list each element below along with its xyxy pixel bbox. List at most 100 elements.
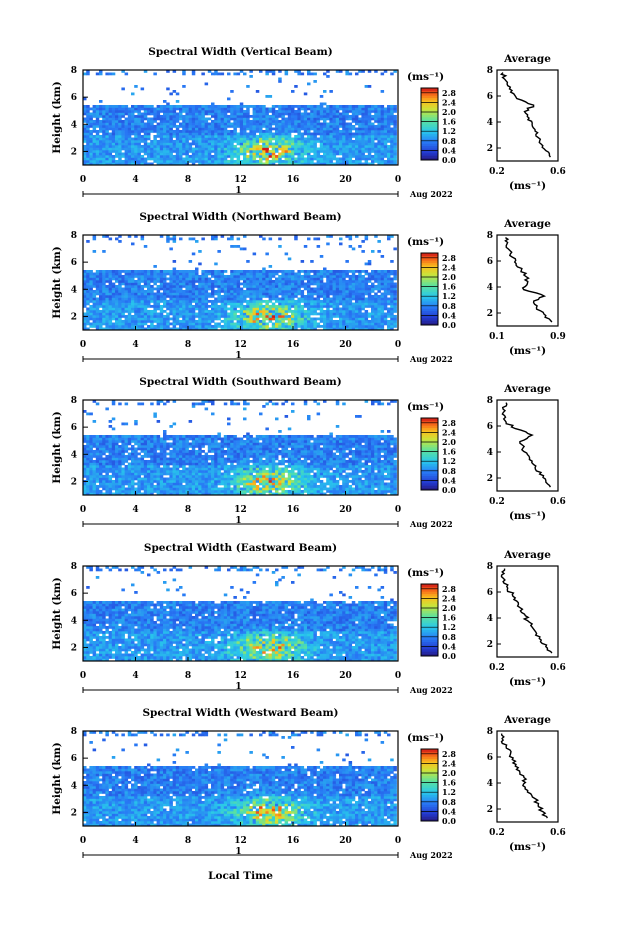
heatmap-cell: [349, 238, 353, 241]
heatmap-cell: [227, 303, 231, 306]
heatmap-cell: [195, 320, 199, 323]
heatmap-cell: [217, 490, 221, 493]
heatmap-cell: [166, 320, 170, 323]
heatmap-cell: [265, 140, 269, 143]
heatmap-cell: [163, 105, 167, 108]
heatmap-cell: [313, 270, 317, 273]
heatmap-cell: [233, 133, 237, 136]
heatmap-cell: [189, 313, 193, 316]
heatmap-cell: [195, 323, 199, 326]
heatmap-cell: [185, 318, 189, 321]
heatmap-cell: [310, 73, 314, 76]
heatmap-cell: [192, 143, 196, 146]
heatmap-cell: [393, 315, 397, 318]
heatmap-cell: [224, 120, 228, 123]
heatmap-cell: [355, 275, 359, 278]
heatmap-cell: [339, 145, 343, 148]
heatmap-cell: [208, 123, 212, 126]
heatmap-cell: [137, 315, 141, 318]
heatmap-cell: [358, 310, 362, 313]
heatmap-cell: [109, 315, 113, 318]
heatmap-cell: [137, 115, 141, 118]
heatmap-cell: [304, 245, 308, 248]
heatmap-cell: [361, 143, 365, 146]
heatmap-cell: [128, 323, 132, 326]
heatmap-cell: [381, 160, 385, 163]
heatmap-cell: [297, 110, 301, 113]
heatmap-cell: [374, 280, 378, 283]
heatmap-cell: [291, 295, 295, 298]
heatmap-cell: [217, 160, 221, 163]
heatmap-cell: [102, 160, 106, 163]
heatmap-cell: [208, 323, 212, 326]
heatmap-cell: [147, 310, 151, 313]
heatmap-cell: [217, 310, 221, 313]
heatmap-cell: [105, 135, 109, 138]
heatmap-cell: [249, 318, 253, 321]
heatmap-cell: [365, 128, 369, 131]
heatmap-cell: [237, 293, 241, 296]
heatmap-cell: [393, 143, 397, 146]
heatmap-cell: [377, 275, 381, 278]
heatmap-cell: [339, 135, 343, 138]
heatmap-cell: [93, 143, 97, 146]
heatmap-cell: [390, 318, 394, 321]
heatmap-cell: [336, 130, 340, 133]
heatmap-cell: [384, 120, 388, 123]
heatmap-cell: [256, 323, 259, 326]
heatmap-cell: [381, 120, 385, 123]
heatmap-cell: [310, 298, 314, 301]
heatmap-cell: [275, 125, 279, 128]
heatmap-cell: [329, 155, 333, 158]
heatmap-cell: [105, 295, 109, 298]
heatmap-cell: [355, 315, 359, 318]
heatmap-cell: [323, 133, 327, 136]
heatmap-cell: [221, 120, 225, 123]
heatmap-cell: [227, 155, 231, 158]
heatmap-cell: [189, 160, 193, 163]
heatmap-cell: [121, 145, 125, 148]
heatmap-cell: [185, 275, 189, 278]
heatmap-cell: [281, 160, 285, 163]
heatmap-cell: [141, 295, 145, 298]
heatmap-cell: [109, 290, 113, 293]
heatmap-cell: [339, 108, 343, 111]
heatmap-cell: [185, 113, 189, 116]
heatmap-cell: [201, 145, 205, 148]
heatmap-cell: [150, 288, 154, 291]
heatmap-cell: [272, 283, 276, 286]
heatmap-cell: [313, 108, 317, 111]
heatmap-cell: [259, 153, 263, 156]
heatmap-cell: [86, 280, 90, 283]
heatmap-cell: [272, 305, 276, 308]
heatmap-cell: [163, 323, 167, 326]
heatmap-cell: [189, 150, 193, 153]
heatmap-cell: [345, 125, 349, 128]
heatmap-cell: [301, 148, 305, 151]
heatmap-cell: [253, 278, 257, 281]
heatmap-cell: [134, 293, 138, 296]
x-tick-label: 8: [185, 340, 191, 350]
heatmap-cell: [371, 278, 375, 281]
heatmap-cell: [99, 325, 103, 328]
heatmap-cell: [182, 125, 186, 128]
heatmap-cell: [166, 113, 170, 116]
heatmap-cell: [189, 303, 193, 306]
heatmap-cell: [102, 153, 106, 156]
heatmap-cell: [137, 283, 141, 286]
heatmap-cell: [141, 313, 145, 316]
heatmap-cell: [131, 280, 135, 283]
heatmap-cell: [240, 130, 244, 133]
heatmap-cell: [166, 125, 170, 128]
heatmap-cell: [176, 153, 180, 156]
colorbar-unit: (ms⁻¹): [407, 236, 444, 248]
heatmap-cell: [182, 323, 186, 326]
heatmap-cell: [387, 125, 391, 128]
heatmap-cell: [201, 303, 205, 306]
heatmap-cell: [246, 85, 250, 88]
heatmap-cell: [208, 325, 212, 328]
heatmap-cell: [160, 313, 164, 316]
heatmap-cell: [137, 160, 141, 163]
heatmap-cell: [317, 155, 321, 158]
heatmap-cell: [384, 293, 388, 296]
